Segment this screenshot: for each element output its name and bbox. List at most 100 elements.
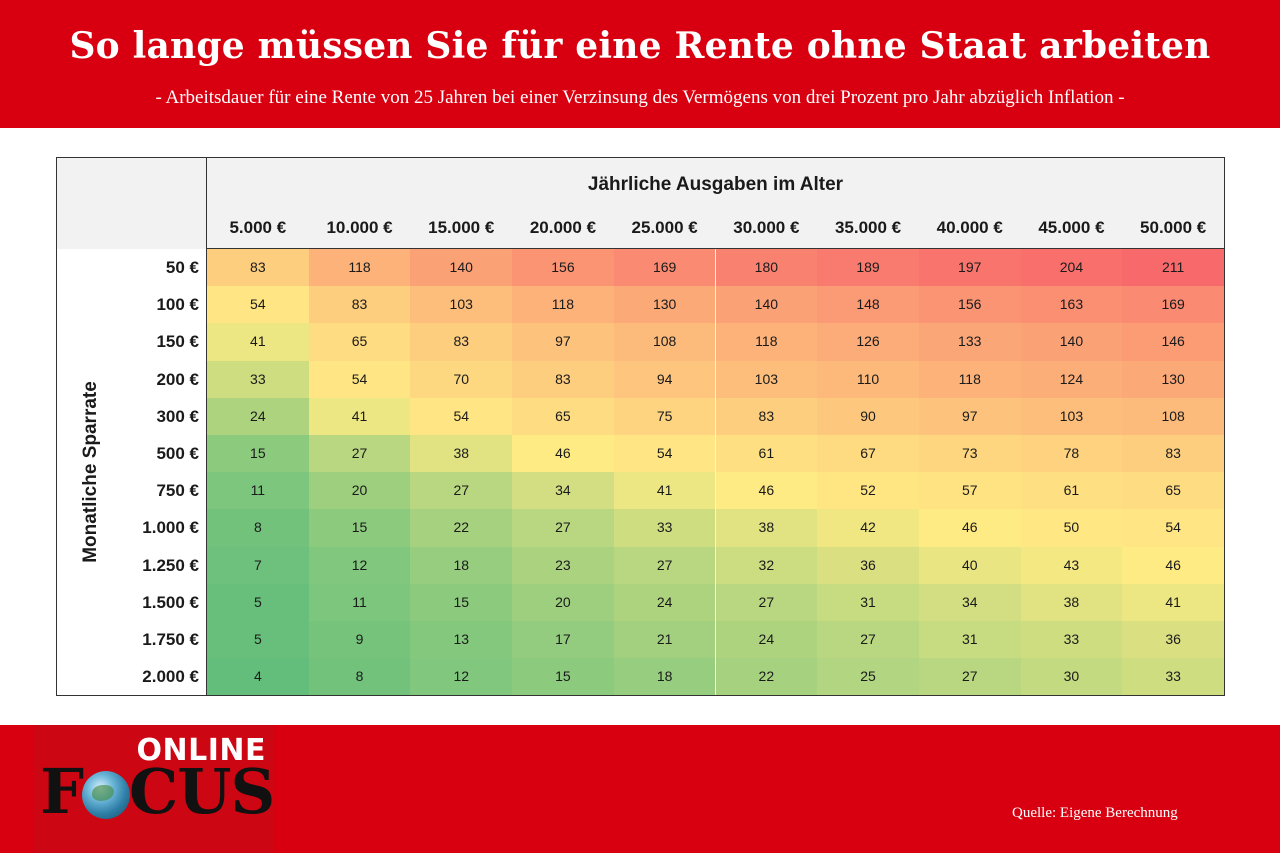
heatmap-cell: 65: [308, 323, 411, 361]
heatmap-cell: 54: [207, 286, 309, 324]
heatmap-cell: 8: [207, 509, 309, 547]
heatmap-cell: 156: [918, 286, 1021, 324]
row-label: 50 €: [165, 258, 199, 277]
heatmap-cell: 156: [512, 249, 614, 287]
heatmap-cell: 36: [817, 546, 919, 584]
heatmap-cell: 30: [1020, 658, 1123, 696]
row-label: 1.500 €: [142, 592, 199, 612]
heatmap-cell: 34: [512, 472, 614, 510]
heatmap-cell: 38: [410, 435, 513, 473]
heatmap-cell: 169: [613, 249, 716, 287]
heatmap-cell: 75: [613, 397, 716, 435]
column-label: 5.000 €: [229, 218, 287, 237]
heatmap-cell: 32: [715, 546, 818, 584]
column-header: Jährliche Ausgaben im Alter 5.000 € 10.00…: [207, 158, 1224, 249]
heatmap-cell: 22: [410, 509, 513, 547]
page-title: So lange müssen Sie für eine Rente ohne …: [69, 25, 1211, 67]
heatmap-cell: 83: [308, 286, 411, 324]
heatmap-cell: 11: [207, 472, 309, 510]
column-label: 30.000 €: [733, 218, 800, 237]
heatmap-cell: 110: [817, 360, 919, 398]
heatmap-cell: 42: [817, 509, 919, 547]
heatmap-cell: 73: [918, 435, 1021, 473]
heatmap-cell: 130: [613, 286, 716, 324]
heatmap-cell: 70: [410, 360, 513, 398]
heatmap-cell: 146: [1122, 323, 1224, 361]
focus-online-logo: ONLINE F CUS: [34, 725, 275, 853]
heatmap-cell: 83: [1122, 435, 1224, 473]
heatmap-cell: 25: [817, 658, 919, 696]
logo-letters-cus: CUS: [129, 755, 275, 828]
heatmap-cell: 108: [1122, 397, 1224, 435]
heatmap-cell: 46: [715, 472, 818, 510]
heatmap-cell: 9: [308, 621, 411, 659]
heatmap-cell: 148: [817, 286, 919, 324]
logo-letter-f: F: [40, 755, 84, 828]
heatmap-cell: 12: [410, 658, 513, 696]
heatmap-cell: 15: [512, 658, 614, 696]
heatmap-cell: 46: [918, 509, 1021, 547]
row-label: 100 €: [156, 295, 199, 315]
heatmap-cell: 27: [308, 435, 411, 473]
heatmap-cell: 126: [817, 323, 919, 361]
heatmap-cell: 103: [715, 360, 818, 398]
heatmap-cell: 24: [715, 621, 818, 659]
heatmap-cell: 27: [918, 658, 1021, 696]
heatmap-cell: 33: [207, 360, 309, 398]
heatmap-cell: 41: [613, 472, 716, 510]
heatmap-cell: 103: [410, 286, 513, 324]
heatmap-cell: 97: [512, 323, 614, 361]
heatmap-cell: 43: [1020, 546, 1123, 584]
heatmap-cell: 27: [715, 583, 818, 621]
heatmap-cell: 23: [512, 546, 614, 584]
heatmap-cell: 33: [1020, 621, 1123, 659]
heatmap-cell: 31: [817, 583, 919, 621]
heatmap-table: Jährliche Ausgaben im Alter 5.000 € 10.00…: [56, 157, 1225, 696]
heatmap-cell: 169: [1122, 286, 1224, 324]
heatmap-cell: 20: [308, 472, 411, 510]
y-axis-title: Monatliche Sparrate: [80, 381, 101, 563]
column-label: 10.000 €: [326, 218, 393, 237]
heatmap-cell: 54: [410, 397, 513, 435]
heatmap-cell: 204: [1020, 249, 1123, 287]
globe-icon: [82, 771, 131, 819]
heatmap-cell: 38: [715, 509, 818, 547]
heatmap-cell: 22: [715, 658, 818, 696]
heatmap-cell: 130: [1122, 360, 1224, 398]
source-note: Quelle: Eigene Berechnung: [1012, 805, 1178, 821]
heatmap-cell: 4: [207, 658, 309, 696]
footer-banner: ONLINE F CUS Quelle: Eigene Berechnung: [0, 725, 1280, 853]
column-label: 40.000 €: [936, 218, 1003, 237]
heatmap-cell: 97: [918, 397, 1021, 435]
heatmap-cell: 7: [207, 546, 309, 584]
heatmap-cell: 65: [1122, 472, 1224, 510]
heatmap-cell: 197: [918, 249, 1021, 287]
column-label: 35.000 €: [834, 218, 902, 237]
heatmap-cell: 90: [817, 397, 919, 435]
heatmap-cell: 61: [715, 435, 818, 473]
logo-focus-wordmark: F CUS: [40, 755, 275, 829]
heatmap-cell: 46: [512, 435, 614, 473]
row-label: 150 €: [156, 332, 199, 352]
row-label: 1.250 €: [142, 555, 199, 575]
heatmap-cell: 11: [308, 583, 411, 621]
heatmap-cell: 140: [410, 249, 513, 287]
heatmap-cell: 180: [715, 249, 818, 287]
row-header: Monatliche Sparrate 50 € 100 € 150 € 200 € 3…: [57, 249, 207, 695]
heatmap-cell: 5: [207, 583, 309, 621]
heatmap-cell: 54: [1122, 509, 1224, 547]
heatmap-cell: 36: [1122, 621, 1224, 659]
heatmap-cell: 211: [1122, 249, 1224, 287]
heatmap-cell: 24: [613, 583, 716, 621]
heatmap-cell: 41: [207, 323, 309, 361]
heatmap-cell: 61: [1020, 472, 1123, 510]
heatmap-cell: 140: [1020, 323, 1123, 361]
heatmap-cell: 108: [613, 323, 716, 361]
table-corner: [57, 158, 207, 249]
heatmap-cell: 118: [308, 249, 411, 287]
heatmap-cell: 27: [512, 509, 614, 547]
row-label: 2.000 €: [142, 667, 199, 687]
column-label: 15.000 €: [428, 218, 495, 237]
heatmap-cell: 78: [1020, 435, 1123, 473]
heatmap-cell: 41: [1122, 583, 1224, 621]
